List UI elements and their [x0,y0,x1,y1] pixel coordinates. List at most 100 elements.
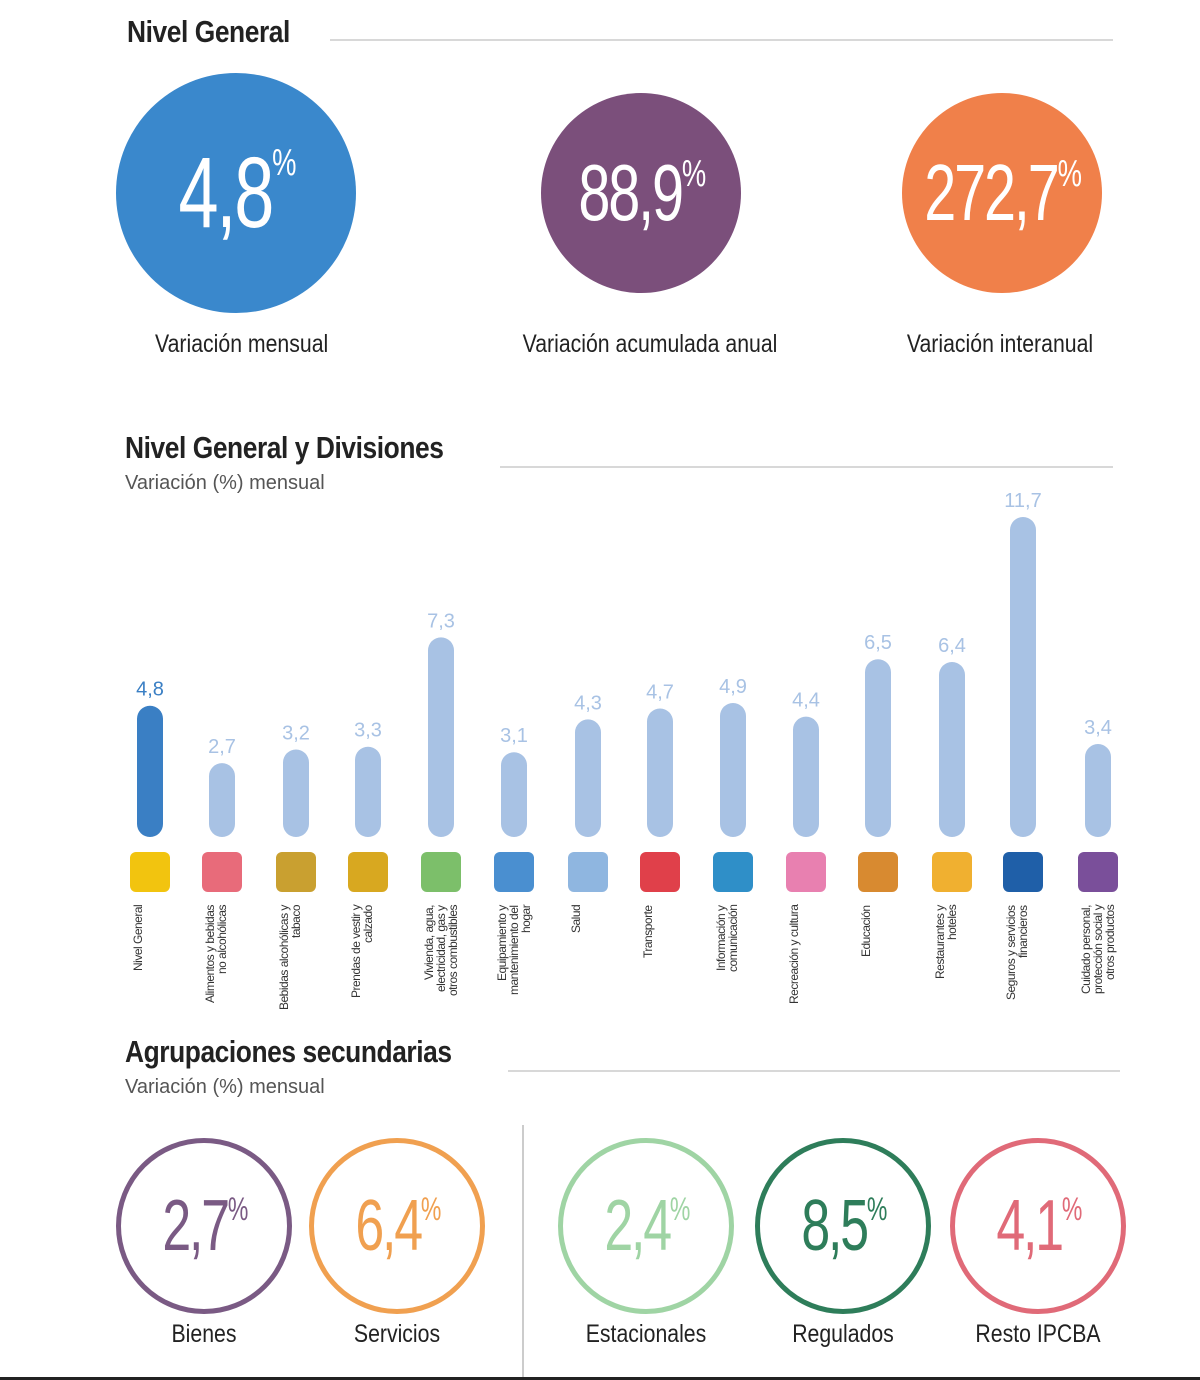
car-plane-icon [640,852,680,892]
secondary-group-value: 8,5 [801,1186,869,1266]
bar [355,746,381,837]
bar-value-label: 11,7 [1004,490,1041,512]
secondary-group-circle: 2,4% [558,1138,734,1314]
divider [500,466,1113,468]
category-label: Seguros y servicios financieros [1004,905,1030,1000]
secondary-group-circle: 2,7% [116,1138,292,1314]
bar-value-label: 4,4 [792,690,820,712]
bar-value-label: 4,3 [574,692,602,714]
category-label: Transporte [641,905,655,958]
doctor-icon [568,852,608,892]
cutlery-icon [932,852,972,892]
bar [865,659,891,837]
school-icon [858,852,898,892]
secondary-group-value: 2,4 [604,1186,672,1266]
bar-value-label: 3,3 [354,720,382,742]
category-label: Información y comunicación [714,905,740,973]
ipc-ba-logo-icon [130,852,170,892]
theater-masks-icon [786,852,826,892]
bank-icon [1003,852,1043,892]
category-label: Restaurantes y hoteles [933,905,959,979]
house-icon [421,852,461,892]
vertical-divider [522,1125,524,1380]
bar-value-label: 6,5 [864,632,892,654]
secondary-group-value: 4,1 [996,1186,1064,1266]
category-label: Bebidas alcohólicas y tabaco [277,905,303,1010]
chart-title: Nivel General y Divisiones [125,430,444,465]
personal-care-icon [1078,852,1118,892]
interannual-value: 272,7 [924,148,1060,237]
bar [283,749,309,837]
bar [939,661,965,837]
divider [508,1070,1120,1072]
secondary-group-circle: 4,1% [950,1138,1126,1314]
chart-subtitle: Variación (%) mensual [125,472,325,494]
secondary-group-label: Estacionales [585,1320,707,1348]
category-label: Nivel General [131,905,145,972]
secondary-group-circle: 8,5% [755,1138,931,1314]
percent-sign: % [669,1191,691,1227]
bar-value-label: 3,1 [500,725,528,747]
bar [720,702,746,837]
divider [330,39,1113,41]
bar-value-label: 4,8 [136,679,164,701]
percent-sign: % [1057,153,1082,195]
annual-accumulated-value: 88,9 [578,148,684,237]
percent-sign: % [271,141,296,184]
bar-value-label: 4,9 [719,676,747,698]
jacket-icon [348,852,388,892]
percent-sign: % [681,153,706,195]
category-label: Equipamiento y mantenimiento del hogar [495,905,533,995]
category-label: Educación [859,905,873,957]
bar [1085,744,1111,837]
percent-sign: % [866,1191,888,1227]
bar-value-label: 3,4 [1084,717,1112,739]
bar-value-label: 4,7 [646,681,674,703]
secondary-group-value: 6,4 [355,1186,423,1266]
washing-machine-icon [494,852,534,892]
bar [575,719,601,837]
wine-bottle-icon [276,852,316,892]
computer-icon [713,852,753,892]
secondary-group-circle: 6,4% [309,1138,485,1314]
percent-sign: % [420,1191,442,1227]
section-title-nivel-general: Nivel General [127,14,290,49]
category-label: Alimentos y bebidas no alcohólicas [203,905,229,1003]
bottom-border [0,1377,1200,1380]
bar [793,716,819,837]
interannual-circle: 272,7% [902,93,1102,293]
percent-sign: % [1061,1191,1083,1227]
monthly-variation-circle: 4,8% [116,73,356,313]
category-label: Vivienda, agua, electricidad, gas y otro… [422,905,460,997]
food-icon [202,852,242,892]
bar-value-label: 7,3 [427,610,455,632]
bar-value-label: 2,7 [208,736,236,758]
interannual-label: Variación interanual [906,330,1094,358]
bar [137,705,163,837]
bar-chart: 4,8 2,7 3,2 3,3 7,3 3,1 4,3 4,7 4,9 4,4 6,5 6,4 11,7… [136,490,1112,837]
category-label: Prendas de vestir y calzado [349,905,375,999]
secondary-title: Agrupaciones secundarias [125,1034,452,1069]
category-label: Recreación y cultura [787,905,801,1005]
annual-accumulated-circle: 88,9% [541,93,741,293]
category-label: Cuidado personal, protección social y ot… [1079,905,1117,995]
bar [1010,517,1036,837]
monthly-variation-value: 4,8 [178,136,274,249]
bar [647,708,673,837]
secondary-subtitle: Variación (%) mensual [125,1076,325,1098]
bar [209,763,235,837]
bar-value-label: 3,2 [282,722,310,744]
bar [428,637,454,837]
secondary-group-label: Servicios [353,1320,441,1348]
secondary-group-label: Regulados [792,1320,894,1348]
secondary-group-label: Resto IPCBA [975,1320,1101,1348]
secondary-group-label: Bienes [171,1320,237,1348]
monthly-variation-label: Variación mensual [155,330,329,358]
category-label: Salud [569,905,583,934]
bar [501,752,527,837]
bar-value-label: 6,4 [938,635,966,657]
annual-accumulated-label: Variación acumulada anual [522,330,778,358]
secondary-group-value: 2,7 [162,1186,230,1266]
percent-sign: % [227,1191,249,1227]
